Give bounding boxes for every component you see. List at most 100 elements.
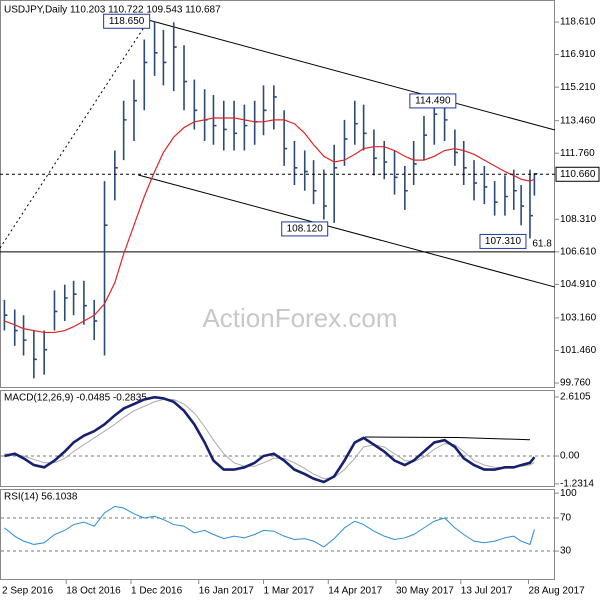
price-bar bbox=[283, 110, 288, 166]
price-bar bbox=[153, 21, 158, 76]
price-bar bbox=[114, 150, 118, 201]
price-bar bbox=[520, 184, 525, 226]
price-bar bbox=[172, 22, 177, 92]
y-tick-label: 30 bbox=[560, 546, 572, 557]
price-bar bbox=[462, 140, 467, 185]
y-tick-label: 116.910 bbox=[560, 49, 596, 60]
trend-line bbox=[365, 436, 530, 441]
price-bar bbox=[343, 119, 348, 166]
price-bar bbox=[193, 79, 198, 130]
y-tick-label: 113.460 bbox=[560, 115, 596, 126]
indicator-line bbox=[4, 395, 536, 484]
price-bar bbox=[72, 280, 77, 316]
price-bar bbox=[262, 85, 267, 136]
price-bar bbox=[13, 309, 18, 346]
price-bar bbox=[473, 160, 478, 201]
macd-panel bbox=[0, 390, 555, 487]
price-bar bbox=[512, 169, 517, 210]
price-bar bbox=[203, 89, 208, 141]
price-bar bbox=[504, 175, 508, 216]
y-tick-label: 115.210 bbox=[560, 82, 596, 93]
rsi-title: RSI(14) 56.1038 bbox=[4, 492, 78, 503]
x-tick-label: 18 Oct 2016 bbox=[66, 586, 121, 597]
annotation-box bbox=[281, 221, 329, 237]
price-bar bbox=[243, 104, 248, 151]
chart-title: USDJPY,Daily 110.203 110.722 109.543 110… bbox=[4, 5, 221, 16]
price-bar bbox=[303, 150, 308, 191]
price-bar bbox=[533, 172, 538, 196]
price-bar bbox=[454, 129, 458, 166]
price-bar bbox=[293, 140, 298, 185]
annotation-label: 61.8 bbox=[532, 238, 552, 249]
price-bar bbox=[103, 181, 108, 356]
current-price-label: 110.660 bbox=[560, 169, 596, 180]
price-bar bbox=[22, 315, 27, 356]
price-bar bbox=[133, 79, 137, 141]
y-tick-label: 101.460 bbox=[560, 345, 597, 356]
y-tick-label: 100 bbox=[560, 488, 577, 499]
price-bar bbox=[83, 280, 87, 325]
x-tick-label: 13 Jul 2017 bbox=[461, 586, 513, 597]
annotation-box bbox=[103, 13, 151, 29]
annotation-label: 114.490 bbox=[415, 96, 451, 107]
annotation-label: 107.310 bbox=[485, 236, 522, 247]
price-bar bbox=[253, 100, 258, 145]
price-bar bbox=[162, 29, 167, 86]
price-bar bbox=[312, 160, 317, 205]
annotation-box bbox=[409, 93, 457, 109]
annotation-label: 118.650 bbox=[109, 16, 145, 27]
x-tick-label: 14 Apr 2017 bbox=[328, 586, 382, 597]
x-tick-label: 30 May 2017 bbox=[396, 586, 454, 597]
x-tick-label: 2 Sep 2016 bbox=[2, 586, 54, 597]
y-tick-label: 70 bbox=[560, 513, 572, 524]
y-tick-label: 2.6105 bbox=[560, 392, 591, 403]
macd-title: MACD(12,26,9) -0.0485 -0.2835 bbox=[4, 393, 147, 404]
price-bar bbox=[93, 299, 98, 341]
y-tick-label: 108.310 bbox=[560, 214, 597, 225]
price-bar bbox=[33, 330, 37, 379]
y-tick-label: 111.760 bbox=[560, 148, 595, 159]
trend-line bbox=[0, 19, 150, 249]
price-bar bbox=[423, 116, 427, 161]
x-tick-label: 16 Jan 2017 bbox=[199, 586, 254, 597]
price-bar bbox=[3, 299, 8, 331]
trend-line bbox=[148, 19, 556, 131]
price-bar bbox=[373, 129, 377, 176]
x-tick-label: 28 Aug 2017 bbox=[529, 586, 586, 597]
price-bar bbox=[43, 330, 48, 375]
trend-line bbox=[138, 174, 556, 288]
price-bar bbox=[273, 85, 277, 130]
moving-average bbox=[4, 117, 535, 334]
y-tick-label: 104.910 bbox=[560, 279, 597, 290]
y-tick-label: -1.2314 bbox=[560, 479, 594, 490]
price-bar bbox=[333, 144, 338, 223]
price-bar bbox=[362, 104, 367, 151]
y-tick-label: 118.610 bbox=[560, 17, 596, 28]
price-bar bbox=[63, 284, 68, 321]
price-panel bbox=[0, 0, 555, 388]
rsi-panel bbox=[0, 489, 555, 580]
price-bar bbox=[222, 100, 227, 151]
price-bar bbox=[483, 165, 488, 205]
current-price-box bbox=[555, 166, 600, 182]
price-bar bbox=[183, 45, 188, 111]
x-tick-label: 1 Dec 2016 bbox=[131, 586, 183, 597]
price-bar bbox=[412, 140, 417, 185]
indicator-line bbox=[4, 505, 535, 548]
price-bar bbox=[233, 100, 238, 151]
x-tick-label: 1 Mar 2017 bbox=[264, 586, 315, 597]
indicator-line bbox=[4, 398, 535, 480]
price-bar bbox=[493, 181, 498, 216]
price-bar bbox=[323, 169, 327, 220]
annotation-label: 108.120 bbox=[287, 224, 324, 235]
price-bar bbox=[353, 100, 358, 145]
watermark: ActionForex.com bbox=[202, 303, 397, 333]
price-bar bbox=[393, 150, 398, 195]
annotation-box bbox=[479, 233, 527, 249]
price-bar bbox=[53, 290, 58, 331]
y-tick-label: 99.760 bbox=[560, 378, 591, 389]
y-tick-label: 106.610 bbox=[560, 246, 597, 257]
y-tick-label: 0.00 bbox=[560, 451, 580, 462]
price-bar bbox=[122, 100, 127, 161]
